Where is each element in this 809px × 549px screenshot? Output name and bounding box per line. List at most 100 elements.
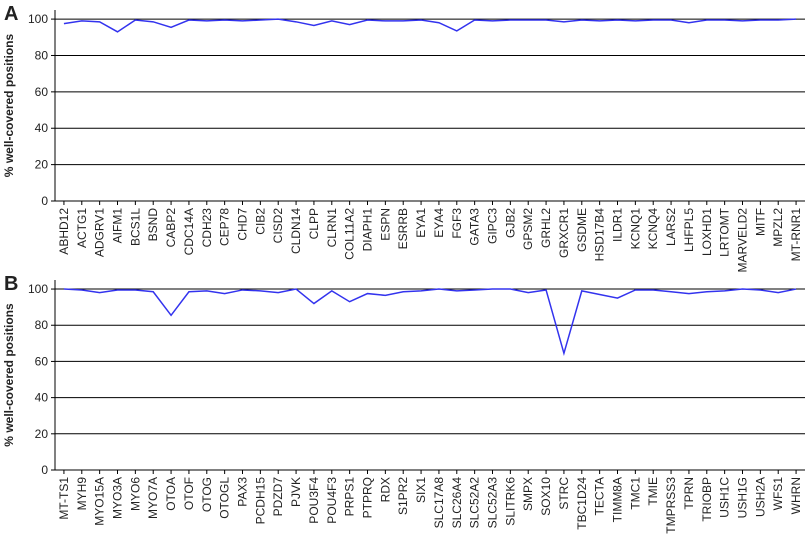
x-tick-label: USH2A bbox=[753, 477, 767, 517]
x-tick-label: USH1G bbox=[736, 477, 750, 518]
x-tick-label: CIB2 bbox=[253, 208, 267, 235]
y-tick-label: 80 bbox=[35, 318, 49, 332]
x-tick-label: USH1C bbox=[718, 477, 732, 518]
x-tick-label: DIAPH1 bbox=[361, 208, 375, 252]
x-tick-label: WHRN bbox=[789, 477, 803, 514]
x-tick-label: MYO15A bbox=[93, 477, 107, 526]
x-tick-label: STRC bbox=[557, 477, 571, 510]
x-tick-label: LOXHD1 bbox=[700, 208, 714, 256]
x-tick-label: RDX bbox=[378, 477, 392, 502]
x-tick-label: KCNQ4 bbox=[646, 208, 660, 250]
x-tick-label: CISD2 bbox=[271, 208, 285, 244]
x-tick-label: PAX3 bbox=[236, 477, 250, 507]
x-tick-label: POU4F3 bbox=[325, 477, 339, 524]
x-tick-label: GJB2 bbox=[503, 208, 517, 238]
x-tick-label: SOX10 bbox=[539, 477, 553, 516]
x-tick-label: GRXCR1 bbox=[557, 208, 571, 258]
x-tick-label: MYH9 bbox=[75, 477, 89, 511]
x-tick-label: LRTOMT bbox=[718, 207, 732, 257]
x-tick-label: FGF3 bbox=[450, 208, 464, 239]
x-tick-label: CLDN14 bbox=[289, 208, 303, 254]
x-tick-label: BCS1L bbox=[128, 208, 142, 246]
y-tick-label: 80 bbox=[35, 48, 49, 62]
y-tick-label: 60 bbox=[35, 85, 49, 99]
panel-label: A bbox=[4, 3, 18, 25]
x-tick-label: POU3F4 bbox=[307, 477, 321, 524]
y-tick-label: 20 bbox=[35, 427, 49, 441]
x-tick-label: TRIOBP bbox=[700, 477, 714, 522]
x-tick-label: LARS2 bbox=[664, 208, 678, 246]
x-tick-label: MARVELD2 bbox=[736, 208, 750, 273]
x-tick-label: LHFPL5 bbox=[682, 208, 696, 252]
y-tick-label: 40 bbox=[35, 121, 49, 135]
y-axis-label: % well-covered positions bbox=[2, 303, 16, 447]
y-tick-label: 0 bbox=[41, 194, 48, 208]
x-tick-label: ADGRV1 bbox=[93, 208, 107, 257]
x-tick-label: PCDH15 bbox=[253, 477, 267, 525]
x-tick-label: ABHD12 bbox=[57, 208, 71, 255]
y-tick-label: 40 bbox=[35, 391, 49, 405]
x-tick-label: GSDME bbox=[575, 208, 589, 252]
y-tick-label: 20 bbox=[35, 158, 49, 172]
data-line bbox=[63, 288, 797, 357]
x-tick-label: OTOGL bbox=[218, 477, 232, 519]
x-tick-label: TBC1D24 bbox=[575, 477, 589, 530]
x-tick-label: TMC1 bbox=[628, 477, 642, 510]
x-tick-label: CLPP bbox=[307, 208, 321, 239]
x-tick-label: MYO3A bbox=[111, 477, 125, 519]
x-tick-label: COL11A2 bbox=[343, 208, 357, 260]
x-tick-label: AIFM1 bbox=[111, 208, 125, 244]
x-tick-label: SLITRK6 bbox=[503, 477, 517, 526]
x-tick-label: MYO6 bbox=[128, 477, 142, 511]
x-tick-label: CHD7 bbox=[236, 208, 250, 241]
x-tick-label: SMPX bbox=[521, 477, 535, 511]
x-tick-label: ACTG1 bbox=[75, 208, 89, 248]
x-tick-label: TIMM8A bbox=[611, 477, 625, 522]
y-tick-label: 100 bbox=[28, 12, 48, 26]
x-tick-label: PDZD7 bbox=[271, 477, 285, 517]
x-tick-label: PTPRQ bbox=[361, 477, 375, 518]
panel-label: B bbox=[4, 273, 18, 295]
y-tick-label: 100 bbox=[28, 282, 48, 296]
x-tick-label: MITF bbox=[753, 208, 767, 236]
x-tick-label: MT-RNR1 bbox=[789, 208, 803, 262]
x-tick-label: HSD17B4 bbox=[593, 208, 607, 262]
x-tick-label: TECTA bbox=[593, 477, 607, 515]
x-tick-label: GIPC3 bbox=[486, 208, 500, 244]
x-tick-label: OTOF bbox=[182, 477, 196, 510]
x-tick-label: GRHL2 bbox=[539, 208, 553, 248]
x-tick-label: KCNQ1 bbox=[628, 208, 642, 250]
x-tick-label: SLC17A8 bbox=[432, 477, 446, 529]
x-tick-label: OTOA bbox=[164, 477, 178, 511]
x-tick-label: TMPRSS3 bbox=[664, 477, 678, 534]
x-tick-label: TMIE bbox=[646, 477, 660, 506]
x-tick-label: MT-TS1 bbox=[57, 477, 71, 520]
x-tick-label: BSND bbox=[146, 208, 160, 242]
x-tick-label: SLC52A3 bbox=[486, 477, 500, 529]
x-tick-label: EYA1 bbox=[414, 208, 428, 238]
x-tick-label: WFS1 bbox=[771, 477, 785, 511]
x-tick-label: S1PR2 bbox=[396, 477, 410, 515]
x-tick-label: ILDR1 bbox=[611, 208, 625, 242]
x-tick-label: SLC26A4 bbox=[450, 477, 464, 529]
x-tick-label: CEP78 bbox=[218, 208, 232, 246]
x-tick-label: MYO7A bbox=[146, 477, 160, 519]
data-line bbox=[63, 18, 797, 33]
x-tick-label: EYA4 bbox=[432, 208, 446, 238]
x-tick-label: MPZL2 bbox=[771, 208, 785, 247]
x-tick-label: CLRN1 bbox=[325, 208, 339, 248]
x-tick-label: GPSM2 bbox=[521, 208, 535, 250]
x-tick-label: GATA3 bbox=[468, 208, 482, 246]
x-tick-label: OTOG bbox=[200, 477, 214, 512]
y-axis-label: % well-covered positions bbox=[2, 33, 16, 177]
x-tick-label: CDC14A bbox=[182, 208, 196, 255]
x-tick-label: PJVK bbox=[289, 477, 303, 507]
x-tick-label: PRPS1 bbox=[343, 477, 357, 517]
x-tick-label: SIX1 bbox=[414, 477, 428, 503]
x-tick-label: CDH23 bbox=[200, 208, 214, 248]
y-tick-label: 0 bbox=[41, 463, 48, 477]
x-tick-label: CABP2 bbox=[164, 208, 178, 248]
x-tick-label: ESRRB bbox=[396, 208, 410, 249]
x-tick-label: ESPN bbox=[378, 208, 392, 241]
